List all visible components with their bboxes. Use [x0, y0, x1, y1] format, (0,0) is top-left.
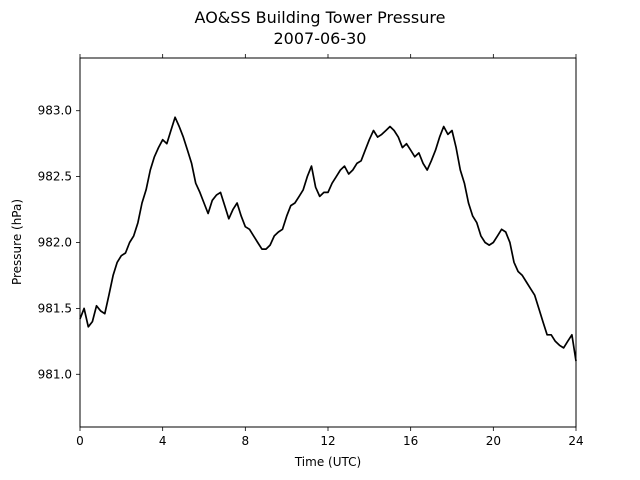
x-tick-label: 20 [486, 434, 501, 448]
y-tick-label: 981.5 [38, 301, 72, 315]
y-axis-ticks: 981.0 981.5 982.0 982.5 983.0 [38, 104, 80, 381]
y-tick-label: 982.5 [38, 170, 72, 184]
x-tick-label: 12 [320, 434, 335, 448]
x-tick-label: 8 [242, 434, 250, 448]
y-tick-label: 982.0 [38, 236, 72, 250]
x-tick-label: 4 [159, 434, 167, 448]
chart-subtitle: 2007-06-30 [274, 29, 367, 48]
x-axis-label: Time (UTC) [294, 455, 361, 469]
series-layer [79, 116, 577, 362]
y-axis-label: Pressure (hPa) [10, 199, 24, 285]
pressure-line [79, 116, 577, 362]
plot-frame [79, 57, 577, 428]
x-tick-label: 0 [76, 434, 84, 448]
chart-title: AO&SS Building Tower Pressure [195, 8, 446, 27]
x-axis-ticks: 0 4 8 12 16 20 24 [76, 54, 584, 448]
x-tick-label: 16 [403, 434, 418, 448]
x-tick-label: 24 [568, 434, 583, 448]
y-tick-label: 983.0 [38, 104, 72, 118]
y-tick-label: 981.0 [38, 367, 72, 381]
